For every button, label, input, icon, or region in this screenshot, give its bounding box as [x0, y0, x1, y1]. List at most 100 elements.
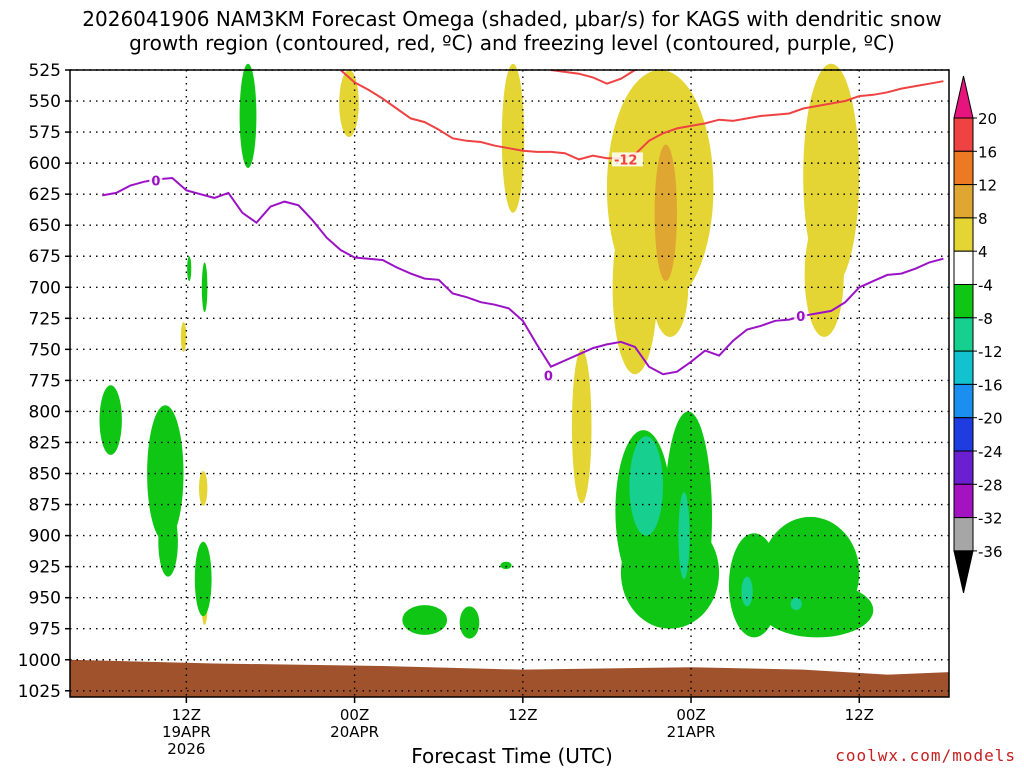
colorbar-label-9: -20	[978, 410, 1003, 428]
y-tick-label-850: 850	[29, 465, 61, 485]
colorbar: 20 16 12 8 4 -4 -8 -12 -16 -20 -24 -28 -32 -36	[953, 75, 1003, 594]
y-tick-label-600: 600	[29, 154, 61, 174]
dgz-contour-line	[339, 69, 944, 161]
colorbar-label-0: 20	[978, 110, 997, 128]
contours: 0 0 0 -12	[102, 69, 944, 384]
y-tick-label-675: 675	[29, 247, 61, 267]
omega-shading	[70, 63, 949, 697]
colorbar-bin-9	[953, 383, 974, 419]
y-tick-label-650: 650	[29, 216, 61, 236]
x-tick-label-hr18-0: 00Z	[340, 706, 369, 724]
colorbar-bin-12	[953, 483, 974, 519]
x-tick-label-hr42-0: 00Z	[676, 706, 705, 724]
x-tick-label-hr30-0: 12Z	[508, 706, 537, 724]
omega-region-17	[201, 262, 208, 313]
colorbar-label-11: -28	[978, 476, 1003, 494]
omega-region-1	[501, 63, 525, 213]
y-tick-label-800: 800	[29, 402, 61, 422]
omega-region-14	[147, 405, 184, 542]
omega-region-15	[158, 507, 178, 577]
colorbar-bin-2	[953, 150, 974, 186]
x-tick-label-hr42-1: 21APR	[667, 723, 716, 741]
omega-region-12	[239, 63, 257, 168]
omega-region-3	[612, 200, 658, 375]
colorbar-label-7: -12	[978, 343, 1003, 361]
axes: 525 550 575 600 625 650 675 700 725 750 775 800 825 8…	[18, 61, 950, 758]
omega-region-8	[571, 349, 592, 504]
y-tick-label-625: 625	[29, 185, 61, 205]
omega-region-18	[187, 256, 192, 282]
colorbar-top-triangle	[953, 75, 974, 119]
y-tick-label-525: 525	[29, 61, 61, 81]
colorbar-bin-10	[953, 417, 974, 452]
freezing-level-label-2: 0	[796, 310, 805, 325]
dgz-label-0: -12	[614, 153, 638, 168]
y-tick-label-1000: 1000	[18, 651, 61, 671]
omega-region-13	[99, 385, 122, 455]
omega-region-26	[678, 492, 690, 580]
y-tick-label-975: 975	[29, 620, 61, 640]
plot-frame	[69, 69, 950, 698]
y-tick-label-875: 875	[29, 496, 61, 516]
freezing-level-label-0-bg	[149, 173, 163, 188]
colorbar-bottom-triangle	[953, 550, 974, 594]
dgz-label-0-bg	[611, 152, 643, 167]
y-tick-label-775: 775	[29, 371, 61, 391]
freezing-level-label-1: 0	[544, 369, 553, 384]
omega-region-5	[654, 144, 677, 282]
colorbar-bin-8	[953, 350, 974, 385]
freezing-level-label-0: 0	[151, 175, 160, 190]
freezing-level-label-1-bg	[541, 368, 555, 383]
colorbar-bin-6	[953, 284, 974, 319]
y-tick-label-725: 725	[29, 309, 61, 329]
omega-region-24	[620, 516, 720, 629]
x-tick-label-hr6-0: 12Z	[172, 706, 201, 724]
y-tick-label-900: 900	[29, 527, 61, 547]
omega-region-31	[790, 597, 802, 611]
colorbar-bin-4	[953, 217, 974, 252]
omega-region-21	[500, 561, 512, 570]
omega-region-30	[741, 576, 753, 607]
colorbar-label-2: 12	[978, 177, 997, 195]
y-tick-label-750: 750	[29, 340, 61, 360]
colorbar-bin-5	[953, 250, 974, 285]
y-tick-label-700: 700	[29, 278, 61, 298]
colorbar-label-6: -8	[978, 310, 993, 328]
colorbar-bin-13	[953, 517, 974, 552]
colorbar-label-13: -36	[978, 543, 1003, 561]
omega-region-7	[804, 212, 844, 337]
colorbar-label-1: 16	[978, 143, 997, 161]
chart-title-line-1: 2026041906 NAM3KM Forecast Omega (shaded…	[82, 7, 942, 31]
x-axis-label: Forecast Time (UTC)	[411, 744, 613, 768]
colorbar-bin-3	[953, 184, 974, 219]
omega-region-19	[402, 605, 448, 635]
y-tick-label-575: 575	[29, 123, 61, 143]
gridlines	[70, 69, 949, 697]
colorbar-label-12: -32	[978, 510, 1003, 528]
colorbar-bin-7	[953, 317, 974, 352]
colorbar-label-3: 8	[978, 210, 988, 228]
colorbar-label-8: -16	[978, 376, 1003, 394]
omega-region-16	[194, 541, 212, 617]
ground-terrain	[70, 659, 949, 697]
x-tick-label-hr6-1: 19APR	[162, 723, 211, 741]
colorbar-bin-1	[953, 117, 974, 152]
omega-region-29	[761, 582, 874, 638]
y-tick-label-925: 925	[29, 558, 61, 578]
x-tick-label-hr18-1: 20APR	[330, 723, 379, 741]
x-tick-label-hr54-0: 12Z	[845, 706, 874, 724]
dgz-contour-upper-branch	[550, 69, 636, 85]
omega-region-20	[459, 606, 480, 639]
colorbar-bin-11	[953, 450, 974, 485]
colorbar-label-4: 4	[978, 243, 988, 261]
colorbar-label-5: -4	[978, 277, 993, 295]
y-tick-label-825: 825	[29, 433, 61, 453]
omega-region-0	[339, 70, 359, 137]
y-tick-label-950: 950	[29, 589, 61, 609]
x-tick-label-hr6-2: 2026	[167, 740, 205, 758]
y-tick-label-550: 550	[29, 92, 61, 112]
freezing-level-label-2-bg	[794, 308, 808, 323]
omega-region-11	[180, 322, 187, 352]
credit-text[interactable]: coolwx.com/models	[835, 746, 1016, 765]
